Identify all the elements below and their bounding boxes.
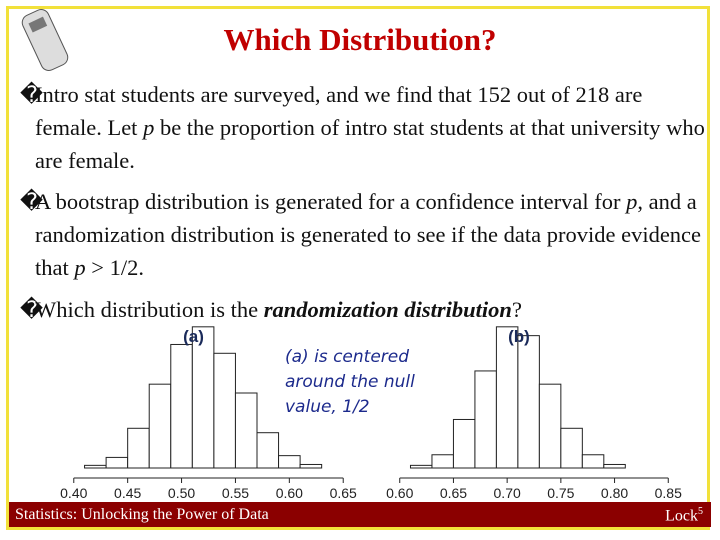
bar (105, 456, 129, 469)
remote-icon (21, 9, 69, 71)
bar (170, 343, 193, 469)
x-tick-label: 0.65 (440, 485, 467, 501)
bar (560, 427, 583, 469)
bar (452, 418, 476, 469)
x-tick-label: 0.65 (330, 485, 357, 501)
chart-title: (a) (183, 327, 204, 346)
bar (474, 370, 497, 469)
bar (603, 463, 626, 469)
annotation-line: value, 1/2 (285, 397, 370, 417)
bar (256, 432, 280, 469)
bullet: � A bootstrap distribution is generated f… (20, 185, 710, 284)
bullet: � Intro stat students are surveyed, and w… (20, 78, 710, 177)
footer-page: 5 (698, 506, 703, 517)
bar (538, 383, 562, 469)
x-tick-label: 0.45 (114, 485, 141, 501)
x-tick-label: 0.40 (60, 485, 87, 501)
bullet: � Which distribution is the randomization… (20, 293, 710, 326)
bullet-marker: � (20, 297, 44, 322)
x-tick-label: 0.70 (494, 485, 521, 501)
bullet-text: A bootstrap distribution is generated fo… (35, 189, 627, 214)
bullet-text: be the proportion of intro stat students… (35, 115, 705, 173)
bar (278, 455, 301, 469)
bullet-text: Which distribution is the (35, 297, 264, 322)
bullet-text: p (143, 115, 155, 140)
bar (234, 392, 258, 469)
x-tick-label: 0.55 (222, 485, 249, 501)
bullet-text: ? (511, 297, 522, 322)
bar (581, 454, 605, 469)
x-tick-label: 0.60 (386, 485, 413, 501)
bullet-text: > 1/2. (85, 255, 144, 280)
bar (127, 427, 150, 469)
slide-frame (6, 6, 710, 530)
bar (148, 383, 172, 469)
bar (299, 463, 323, 469)
chart-title: (b) (508, 327, 530, 346)
bullet-text: p (626, 189, 638, 214)
bullet-text: , and a randomization distribution is ge… (35, 189, 702, 280)
bullet-marker: � (20, 189, 44, 214)
bar (409, 464, 433, 469)
annotation-line: around the null (285, 372, 415, 392)
bullet-text: p (74, 255, 86, 280)
x-tick-label: 0.60 (276, 485, 303, 501)
bar (191, 326, 215, 469)
bar (213, 352, 236, 469)
x-tick-label: 0.75 (547, 485, 574, 501)
footer-left: Statistics: Unlocking the Power of Data (15, 506, 269, 523)
footer: Statistics: Unlocking the Power of Data … (9, 502, 711, 527)
bar (495, 326, 519, 469)
footer-author: Lock (665, 507, 698, 525)
bullet-marker: � (20, 82, 44, 107)
x-tick-label: 0.85 (655, 485, 682, 501)
bar (84, 464, 107, 469)
slide-title: Which Distribution? (223, 22, 497, 57)
bar (431, 454, 454, 469)
bar (517, 335, 540, 469)
bullet-text: randomization distribution (263, 297, 512, 322)
annotation-line: (a) is centered (285, 347, 409, 367)
remote-screen (28, 16, 48, 33)
x-tick-label: 0.80 (601, 485, 628, 501)
bullet-text: Intro stat students are surveyed, and we… (35, 82, 643, 140)
x-tick-label: 0.50 (168, 485, 195, 501)
footer-right: Lock5 (665, 506, 703, 525)
